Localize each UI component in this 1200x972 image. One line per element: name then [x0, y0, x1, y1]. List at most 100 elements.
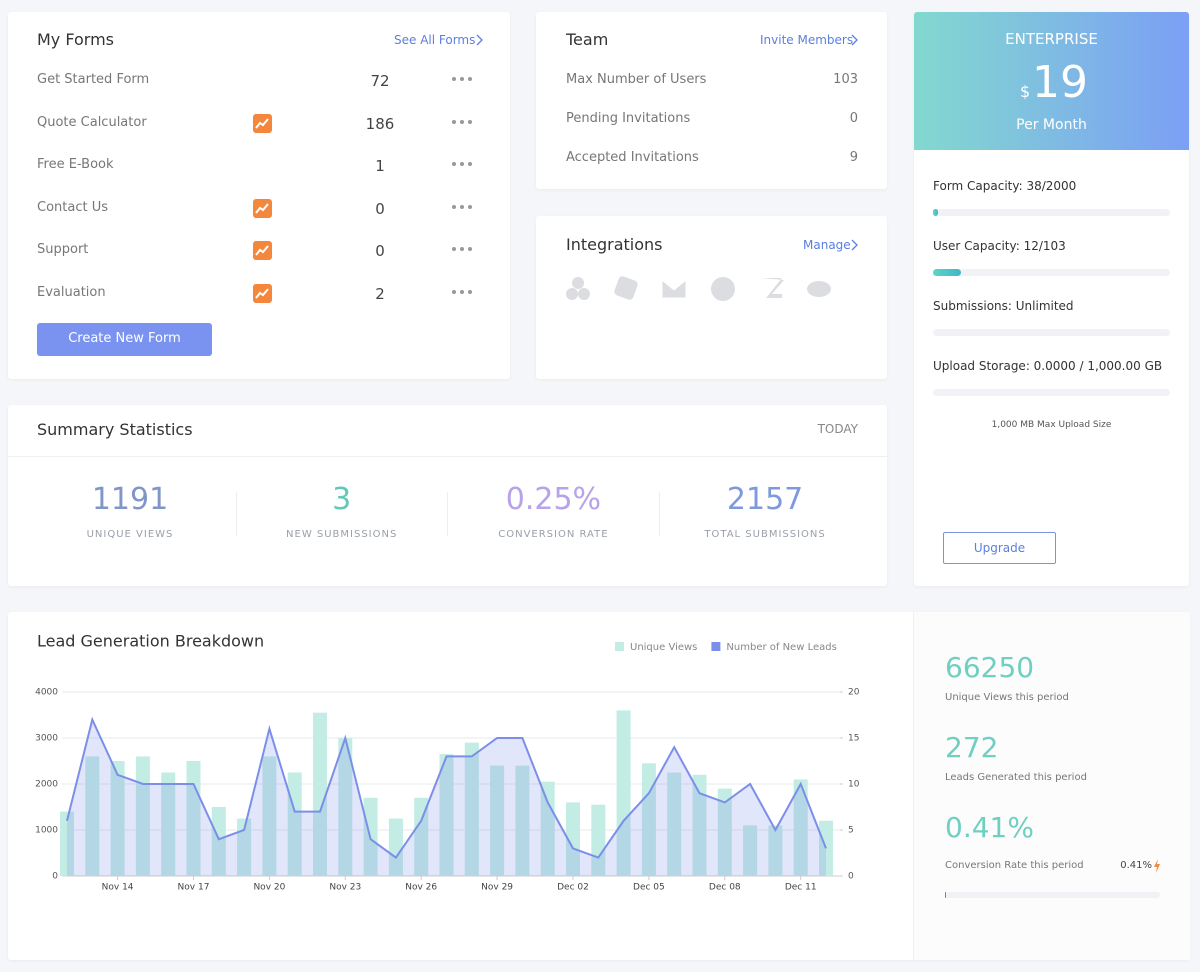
bar	[161, 772, 176, 876]
x-tick-label: Dec 02	[557, 883, 589, 893]
stat-caption: CONVERSION RATE	[498, 529, 609, 540]
invite-link[interactable]: Invite Members	[760, 33, 854, 47]
stat-separator	[235, 492, 237, 536]
menu-dot	[452, 290, 456, 294]
bar	[540, 781, 555, 876]
capacity-label: Submissions: Unlimited	[933, 299, 1074, 313]
form-name: Evaluation	[37, 285, 106, 300]
upgrade-button[interactable]	[943, 532, 1056, 564]
x-tick-label: Nov 17	[178, 883, 210, 893]
period-caption: Unique Views this period	[945, 692, 1069, 703]
x-tick-label: Dec 05	[633, 883, 665, 893]
menu-dot	[460, 290, 464, 294]
x-tick-label: Nov 26	[405, 883, 437, 893]
bar	[515, 765, 530, 876]
forms-card	[8, 12, 510, 379]
bar	[692, 774, 707, 876]
capacity-label: Upload Storage: 0.0000 / 1,000.00 GB	[933, 359, 1163, 373]
x-tick-label: Nov 14	[102, 883, 134, 893]
plan-period: Per Month	[1016, 117, 1087, 133]
period-caption: Conversion Rate this period	[945, 860, 1084, 871]
capacity-track	[933, 269, 1170, 276]
bar	[338, 738, 353, 876]
stat-separator	[659, 492, 661, 536]
create-form-label: Create New Form	[68, 331, 181, 346]
see-all-link[interactable]: See All Forms	[394, 33, 476, 47]
x-tick-label: Nov 29	[481, 883, 513, 893]
bar	[439, 754, 454, 876]
trend-icon	[253, 241, 272, 261]
capacity-track	[933, 329, 1170, 336]
upgrade-label: Upgrade	[973, 541, 1026, 555]
plan-header	[914, 12, 1189, 150]
team-label: Max Number of Users	[566, 72, 707, 87]
trend-line	[255, 117, 269, 129]
bar	[237, 818, 252, 876]
chevron	[476, 34, 483, 46]
capacity-fill	[933, 209, 938, 216]
form-name: Quote Calculator	[37, 114, 147, 130]
row-menu	[452, 290, 472, 294]
capacity-track	[933, 209, 1170, 216]
period-value: 0.41%	[945, 811, 1034, 844]
form-name: Get Started Form	[37, 72, 150, 87]
bar	[717, 788, 732, 876]
form-name: Support	[37, 242, 89, 258]
period-value: 272	[945, 731, 999, 764]
bar	[667, 772, 682, 876]
rate-fill	[945, 892, 946, 898]
trend-line	[255, 288, 269, 299]
trend-line	[255, 203, 269, 214]
trend-icon	[253, 198, 272, 218]
plan-name: ENTERPRISE	[1005, 30, 1098, 48]
bar	[768, 825, 783, 876]
bar	[211, 807, 226, 876]
period-value: 66250	[945, 651, 1035, 684]
summary-period: TODAY	[817, 422, 858, 436]
icon	[614, 276, 638, 300]
legend-swatch	[615, 642, 624, 651]
row-menu	[452, 119, 472, 124]
integrations-card	[536, 216, 887, 379]
manage-link[interactable]: Manage	[803, 238, 851, 252]
menu-dot	[460, 77, 464, 81]
x-tick-label: Dec 08	[709, 883, 741, 893]
y2-tick-label: 15	[848, 734, 859, 744]
capacity-track	[933, 389, 1170, 396]
menu-dot	[460, 162, 464, 167]
bar	[414, 797, 429, 876]
y2-tick-label: 20	[848, 688, 860, 698]
summary-title: Summary Statistics	[37, 420, 193, 439]
bar	[616, 710, 631, 876]
line	[66, 716, 827, 860]
lead-chart: Lead Generation Breakdown 0 1000 2000 3000 4…	[35, 632, 860, 893]
y-tick-label: 1000	[35, 826, 58, 836]
menu-dot	[460, 247, 464, 252]
bar	[388, 818, 403, 876]
stat-value: 1191	[91, 482, 169, 517]
row-menu	[452, 204, 472, 209]
legend-label: Number of New Leads	[726, 642, 836, 653]
period-caption: Leads Generated this period	[945, 772, 1087, 783]
chevron	[851, 34, 858, 46]
rate-track	[945, 892, 1160, 898]
row-menu	[452, 77, 472, 81]
bar	[641, 763, 656, 876]
bar	[793, 779, 808, 876]
menu-dot	[452, 247, 456, 252]
capacity-fill	[933, 269, 961, 276]
team-value: 0	[849, 111, 858, 126]
row-menu	[452, 162, 472, 167]
menu-dot	[460, 204, 464, 209]
upload-note: 1,000 MB Max Upload Size	[991, 420, 1112, 430]
menu-dot	[468, 162, 472, 167]
forms-title: My Forms	[37, 30, 114, 49]
x-tick-label: Dec 11	[785, 883, 817, 893]
stat-caption: UNIQUE VIEWS	[86, 529, 174, 540]
bar	[313, 712, 327, 876]
form-count: 1	[375, 157, 385, 176]
stat-value: 0.25%	[505, 482, 602, 517]
create-form-button[interactable]	[37, 323, 212, 356]
team-label: Accepted Invitations	[566, 150, 699, 165]
form-name: Free E-Book	[37, 157, 114, 173]
